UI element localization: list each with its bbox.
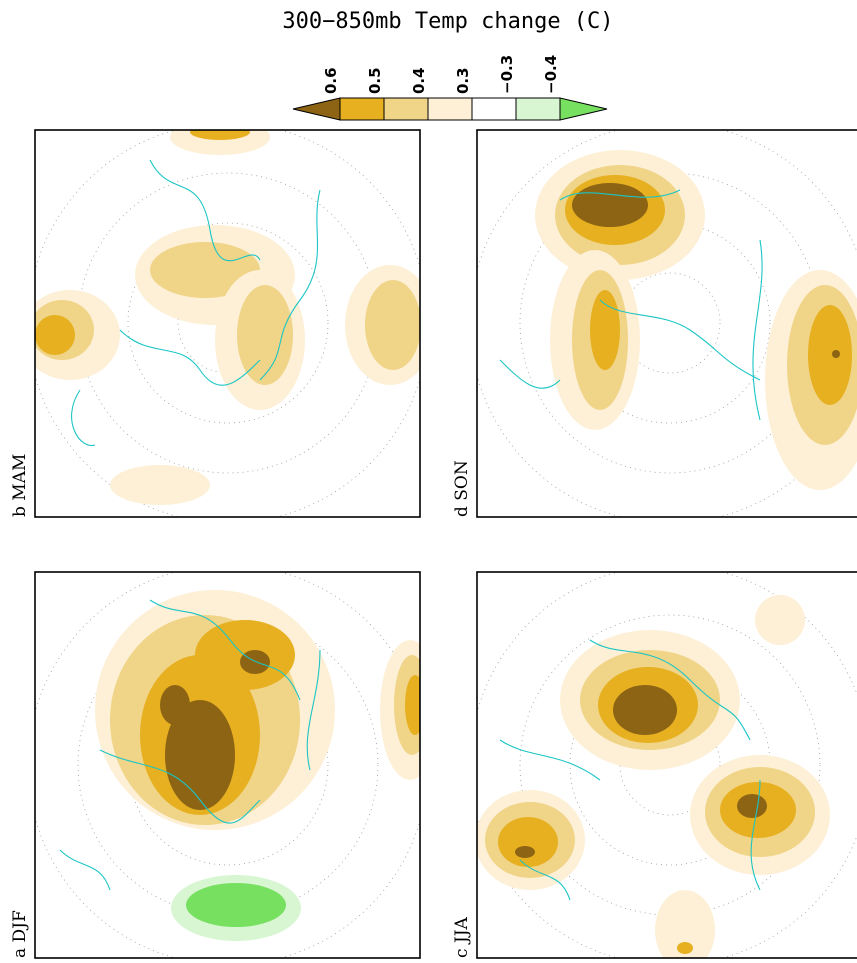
- colorbar-label: 0.5: [366, 67, 384, 94]
- colorbar-box: [428, 98, 472, 120]
- panel-label: c JJA: [452, 916, 472, 958]
- colorbar-box: [516, 98, 560, 120]
- colorbar-box: [340, 98, 384, 120]
- colorbar-label: −0.4: [542, 55, 560, 94]
- colorbar-label: −0.3: [498, 55, 516, 94]
- map-panel: [470, 123, 857, 523]
- colorbar-extend: [293, 98, 340, 120]
- colorbar: 0.6 0.5 0.4 0.3 −0.3 −0.4: [293, 55, 607, 120]
- colorbar-box: [384, 98, 428, 120]
- panel-label: d SON: [452, 460, 472, 517]
- map-panel: [20, 119, 435, 523]
- colorbar-label: 0.3: [454, 67, 472, 94]
- title: 300−850mb Temp change (C): [282, 9, 613, 34]
- colorbar-label: 0.4: [410, 67, 428, 94]
- colorbar-extend: [560, 98, 607, 120]
- map-panel: [28, 565, 440, 963]
- map-panel: [470, 565, 857, 963]
- colorbar-label: 0.6: [322, 67, 340, 94]
- colorbar-box: [472, 98, 516, 120]
- figure: 300−850mb Temp change (C) 0.6 0.5 0.4 0.3 −0…: [0, 0, 857, 963]
- panel-label: b MAM: [10, 454, 30, 517]
- panel-label: a DJF: [10, 910, 30, 958]
